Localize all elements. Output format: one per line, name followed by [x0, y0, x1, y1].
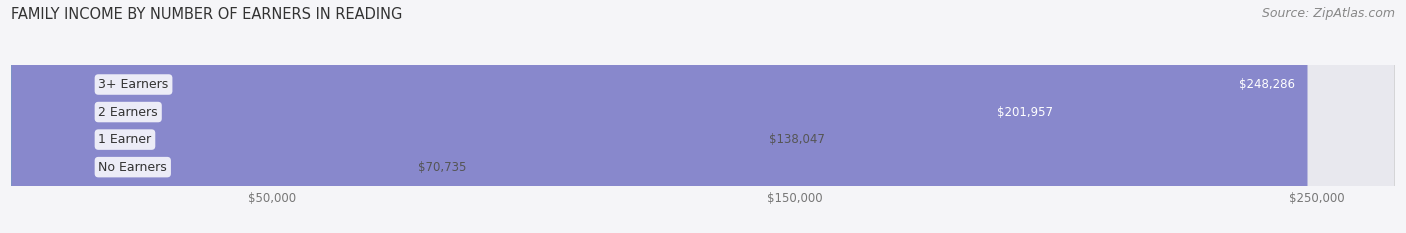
Text: 3+ Earners: 3+ Earners — [98, 78, 169, 91]
Text: No Earners: No Earners — [98, 161, 167, 174]
Text: 1 Earner: 1 Earner — [98, 133, 152, 146]
FancyBboxPatch shape — [11, 0, 733, 233]
Text: $248,286: $248,286 — [1239, 78, 1295, 91]
FancyBboxPatch shape — [11, 0, 1395, 233]
Text: 2 Earners: 2 Earners — [98, 106, 157, 119]
FancyBboxPatch shape — [11, 0, 381, 233]
FancyBboxPatch shape — [11, 0, 1395, 233]
Text: $70,735: $70,735 — [418, 161, 467, 174]
FancyBboxPatch shape — [11, 0, 1308, 233]
FancyBboxPatch shape — [11, 0, 1066, 233]
FancyBboxPatch shape — [11, 0, 1395, 233]
FancyBboxPatch shape — [11, 0, 1395, 233]
Text: Source: ZipAtlas.com: Source: ZipAtlas.com — [1261, 7, 1395, 20]
Text: $138,047: $138,047 — [769, 133, 825, 146]
Text: FAMILY INCOME BY NUMBER OF EARNERS IN READING: FAMILY INCOME BY NUMBER OF EARNERS IN RE… — [11, 7, 402, 22]
Text: $201,957: $201,957 — [997, 106, 1053, 119]
